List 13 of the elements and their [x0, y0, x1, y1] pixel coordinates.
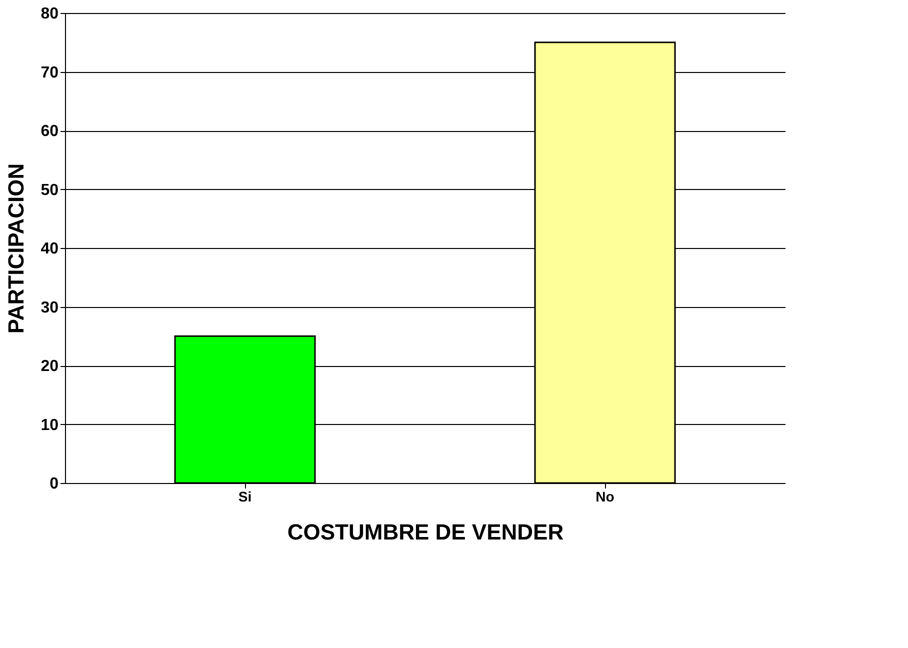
y-tick-label: 30 [40, 299, 59, 316]
y-tick-label: 50 [40, 182, 59, 199]
y-axis-title: PARTICIPACION [4, 163, 29, 334]
x-tick-label: Si [238, 488, 252, 504]
x-tick-label: No [596, 488, 614, 504]
y-tick-label: 0 [50, 476, 59, 492]
y-tick-label: 40 [40, 240, 59, 258]
y-tick-label: 20 [40, 358, 59, 375]
y-tick-label: 60 [40, 123, 59, 140]
y-tick-label: 10 [40, 416, 59, 434]
y-tick-label: 70 [40, 64, 59, 82]
x-axis-title: COSTUMBRE DE VENDER [287, 520, 564, 544]
y-tick-label: 80 [40, 6, 59, 22]
